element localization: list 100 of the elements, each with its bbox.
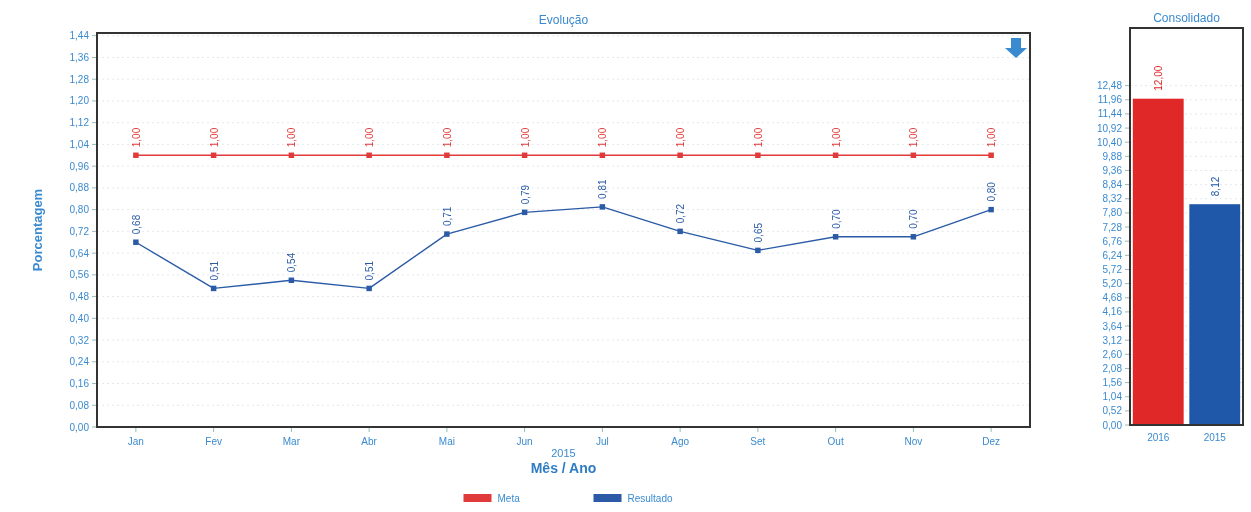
data-label: 12,00 [1153, 65, 1165, 91]
point [832, 234, 839, 240]
y-tick-label: 0,52 [1102, 405, 1123, 417]
data-label: 1,00 [441, 127, 453, 148]
point [599, 204, 606, 210]
legend-label: Meta [497, 493, 521, 504]
y-tick-label: 5,20 [1102, 278, 1123, 290]
y-tick-label: 6,76 [1102, 235, 1123, 247]
data-label: 1,00 [908, 127, 920, 148]
data-label: 1,00 [830, 127, 842, 148]
point [133, 239, 139, 245]
data-label: 1,00 [364, 127, 376, 148]
y-tick-label: 9,88 [1102, 150, 1123, 162]
point [910, 234, 917, 240]
point [988, 152, 994, 159]
chart-title: Evolução [538, 13, 589, 27]
y-axis-title: Porcentagem [30, 188, 45, 272]
y-tick-label: 1,36 [69, 51, 90, 63]
point [366, 152, 372, 159]
text: 2015 [551, 447, 576, 459]
x-tick-label: Jan [127, 436, 144, 447]
x-tick-label: Out [827, 436, 844, 447]
y-tick-label: 4,68 [1102, 292, 1123, 304]
data-label: 1,00 [675, 127, 687, 148]
data-label: 0,65 [752, 222, 764, 243]
x-tick-label: Ago [671, 436, 690, 447]
x-tick-label: Jul [595, 436, 609, 447]
point [677, 152, 683, 159]
y-tick-label: 0,32 [69, 334, 90, 346]
y-tick-label: 0,00 [69, 421, 90, 433]
point [444, 152, 450, 159]
data-label: 0,70 [830, 208, 842, 229]
y-tick-label: 0,08 [69, 399, 90, 411]
y-tick-label: 7,28 [1102, 221, 1123, 233]
x-tick-label: Mai [438, 436, 455, 447]
y-tick-label: 11,44 [1097, 108, 1123, 120]
y-tick-label: 10,40 [1096, 136, 1123, 148]
data-label: 0,80 [986, 181, 998, 202]
data-label: 1,00 [208, 127, 220, 148]
point [366, 285, 372, 292]
y-tick-label: 8,32 [1102, 193, 1123, 205]
y-tick-label: 0,40 [69, 312, 90, 324]
y-tick-label: 0,96 [69, 160, 90, 172]
y-tick-label: 3,12 [1102, 334, 1123, 346]
data-label: 0,51 [208, 260, 220, 281]
data-label: 1,00 [752, 127, 764, 148]
y-tick-label: 1,28 [69, 73, 90, 85]
point [133, 152, 139, 159]
x-tick-label: Fev [205, 436, 222, 447]
y-tick-label: 3,64 [1102, 320, 1123, 332]
x-tick-label: Jun [516, 436, 533, 447]
y-tick-label: 2,08 [1102, 362, 1123, 374]
data-label: 1,00 [130, 127, 142, 148]
y-tick-label: 2,60 [1102, 348, 1123, 360]
y-tick-label: 9,36 [1102, 164, 1123, 176]
x-tick-label: Abr [361, 436, 378, 447]
data-label: 0,72 [675, 203, 687, 224]
y-tick-label: 10,92 [1096, 122, 1123, 134]
data-label: 1,00 [519, 127, 531, 148]
y-tick-label: 1,20 [69, 95, 90, 107]
data-label: 0,54 [286, 252, 298, 273]
y-tick-label: 11,96 [1097, 94, 1123, 106]
data-label: 1,00 [597, 127, 609, 148]
x-tick-label: 2016 [1147, 432, 1170, 443]
x-tick-label: 2015 [1203, 432, 1227, 443]
y-tick-label: 1,56 [1102, 377, 1123, 389]
data-label: 0,70 [908, 208, 920, 229]
y-tick-label: 4,16 [1102, 306, 1123, 318]
data-label: 0,81 [597, 179, 609, 199]
y-tick-label: 0,64 [69, 247, 90, 259]
y-tick-label: 0,80 [69, 204, 90, 216]
y-tick-label: 6,24 [1102, 249, 1123, 261]
data-label: 8,12 [1209, 176, 1221, 197]
y-tick-label: 0,56 [69, 269, 90, 281]
data-label: 0,68 [130, 214, 142, 235]
x-tick-label: Mar [282, 436, 301, 447]
y-tick-label: 5,72 [1102, 263, 1123, 275]
y-tick-label: 0,24 [69, 356, 90, 368]
chart-title: Consolidado [1153, 11, 1221, 25]
y-tick-label: 1,04 [69, 138, 90, 150]
y-tick-label: 0,16 [69, 378, 90, 390]
y-tick-label: 7,80 [1102, 207, 1123, 219]
y-tick-label: 0,88 [69, 182, 90, 194]
x-axis-title: Mês / Ano [530, 460, 597, 476]
point [444, 231, 450, 237]
data-label: 0,71 [441, 206, 453, 227]
x-tick-label: Dez [982, 436, 1001, 447]
point [988, 206, 994, 213]
data-label: 0,51 [364, 260, 376, 281]
y-tick-label: 0,00 [1102, 419, 1123, 431]
y-tick-label: 0,72 [69, 225, 90, 237]
y-tick-label: 12,48 [1096, 80, 1123, 92]
point [755, 152, 761, 159]
data-label: 1,00 [286, 127, 298, 148]
x-tick-label: Nov [904, 436, 923, 447]
y-tick-label: 1,12 [69, 117, 90, 129]
point [755, 247, 761, 254]
data-label: 0,79 [519, 184, 531, 205]
x-tick-label: Set [750, 436, 766, 447]
y-tick-label: 0,48 [69, 291, 90, 303]
